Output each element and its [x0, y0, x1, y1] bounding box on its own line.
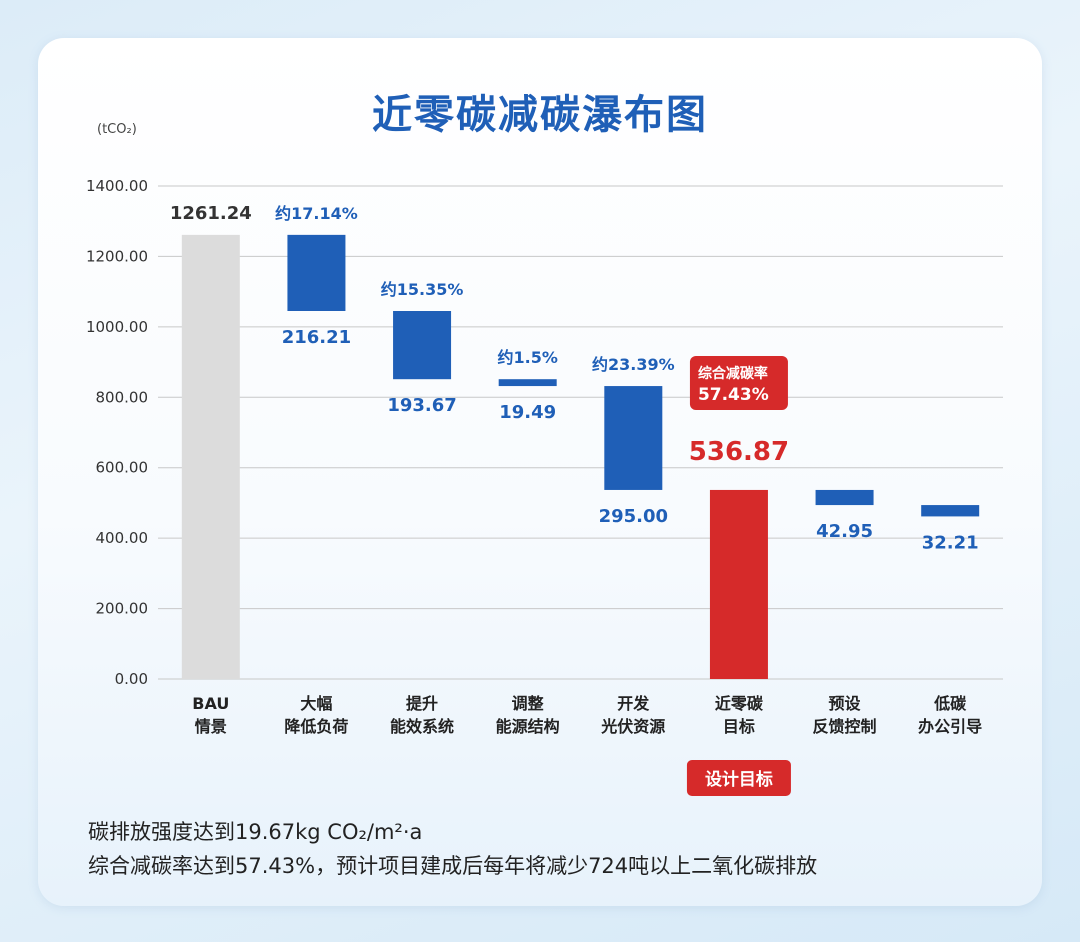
bar-reduce-load [287, 234, 346, 312]
x-label-feedback-control: 反馈控制 [813, 717, 877, 736]
y-axis-unit: (tCO₂) [97, 122, 137, 137]
value-label-reduce-load: 216.21 [282, 327, 351, 348]
bar-low-carbon-office [921, 505, 980, 517]
x-label-bau: BAU [192, 694, 229, 713]
bar-solar [604, 386, 663, 490]
pct-label-solar: 约23.39% [592, 355, 675, 374]
y-tick-label: 1000.00 [86, 318, 148, 336]
bar-layer [181, 234, 980, 679]
reduction-note: 综合减碳率达到57.43%，预计项目建成后每年将减少724吨以上二氧化碳排放 [88, 854, 818, 878]
value-label-feedback-control: 42.95 [816, 521, 873, 542]
y-tick-label: 600.00 [96, 459, 149, 477]
value-label-solar: 295.00 [599, 506, 668, 527]
y-tick-label: 0.00 [115, 670, 148, 688]
x-label-efficiency: 能效系统 [390, 717, 454, 736]
x-label-solar: 开发 [617, 694, 650, 713]
bar-bau [181, 234, 240, 679]
y-tick-label: 1200.00 [86, 247, 148, 265]
chart-title: 近零碳减碳瀑布图 [372, 92, 708, 138]
x-label-energy-structure: 能源结构 [496, 717, 560, 736]
y-tick-label: 1400.00 [86, 177, 148, 195]
x-label-near-zero-target: 目标 [723, 717, 755, 736]
x-label-low-carbon-office: 低碳 [933, 694, 967, 713]
x-label-reduce-load: 降低负荷 [284, 717, 348, 736]
value-label-energy-structure: 19.49 [499, 402, 556, 423]
intensity-note: 碳排放强度达到19.67kg CO₂/m²·a [88, 820, 423, 844]
x-label-solar: 光伏资源 [600, 717, 665, 736]
badge-label: 综合减碳率 [698, 365, 768, 382]
x-label-near-zero-target: 近零碳 [715, 694, 764, 713]
grid-layer: 0.00 200.00 400.00 600.00 800.00 1000.00 1200.… [86, 177, 1003, 688]
pct-label-efficiency: 约15.35% [381, 280, 464, 299]
design-target-label: 设计目标 [705, 769, 773, 790]
value-label-low-carbon-office: 32.21 [922, 532, 979, 553]
value-label-efficiency: 193.67 [387, 395, 456, 416]
y-tick-label: 400.00 [96, 529, 149, 547]
bar-energy-structure [498, 379, 557, 387]
x-label-low-carbon-office: 办公引导 [918, 717, 982, 736]
bar-efficiency [393, 311, 452, 380]
x-label-reduce-load: 大幅 [300, 694, 332, 713]
pct-label-energy-structure: 约1.5% [497, 348, 557, 367]
design-target-tag [686, 760, 791, 796]
bar-near-zero-target [709, 489, 768, 679]
x-label-efficiency: 提升 [406, 694, 438, 713]
x-label-energy-structure: 调整 [512, 694, 544, 713]
bar-feedback-control [815, 489, 874, 506]
pct-label-reduce-load: 约17.14% [275, 204, 358, 223]
x-label-feedback-control: 预设 [829, 694, 862, 713]
y-tick-label: 200.00 [96, 600, 149, 618]
reduction-rate-badge [689, 355, 788, 410]
value-label-near-zero-target: 536.87 [689, 437, 789, 467]
x-label-bau: 情景 [195, 717, 227, 736]
y-tick-label: 800.00 [96, 388, 149, 406]
value-label-bau: 1261.24 [170, 203, 252, 224]
badge-value: 57.43% [698, 385, 769, 405]
